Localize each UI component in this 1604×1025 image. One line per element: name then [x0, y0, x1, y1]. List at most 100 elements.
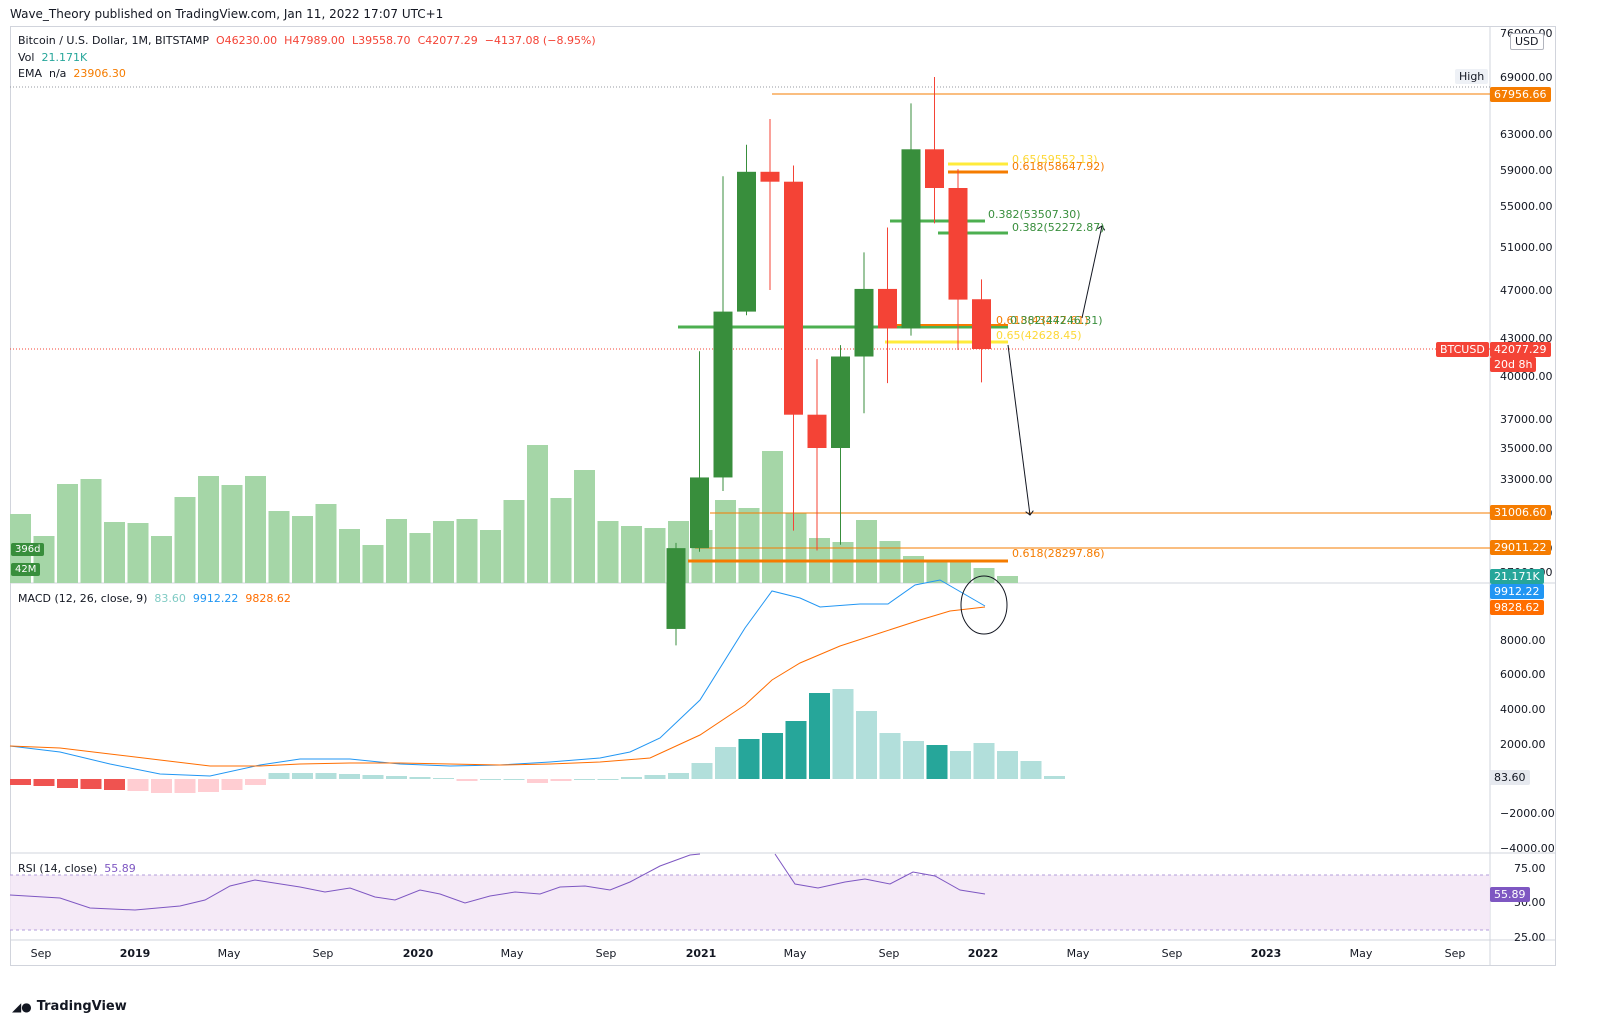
price-axis-label: 33000.00: [1500, 473, 1553, 486]
macd-histogram-bar: [245, 779, 266, 785]
macd-histogram-bar: [10, 779, 31, 785]
legend-vol-value: 21.171K: [41, 51, 88, 64]
macd-histogram-bar: [597, 779, 619, 780]
legend-macd-line: 9912.22: [192, 592, 239, 605]
macd-histogram-bar: [104, 779, 125, 790]
countdown-tag: 20d 8h: [1490, 357, 1537, 372]
legend-close: C42077.29: [417, 34, 478, 47]
price-axis-label: 55000.00: [1500, 200, 1553, 213]
price-axis-label: 35000.00: [1500, 442, 1553, 455]
macd-histogram-bar: [339, 774, 360, 779]
rsi-axis-label: 75.00: [1514, 862, 1546, 875]
legend-high: H47989.00: [284, 34, 345, 47]
volume-bar: [268, 511, 290, 583]
macd-histogram-bar: [691, 763, 713, 779]
volume-bar: [856, 520, 877, 583]
macd-histogram-bar: [362, 775, 384, 779]
volume-bar: [221, 485, 243, 583]
candle-body: [690, 477, 709, 549]
legend-macd-label: MACD (12, 26, close, 9): [18, 592, 148, 605]
time-axis-label: May: [1350, 947, 1373, 960]
macd-histogram-bar: [1020, 761, 1042, 779]
macd-histogram-bar: [57, 779, 78, 788]
legend-rsi-value: 55.89: [104, 862, 136, 875]
rsi-axis-label: 25.00: [1514, 931, 1546, 944]
tradingview-logo[interactable]: ◢● TradingView: [12, 999, 127, 1014]
macd-histogram-bar: [127, 779, 149, 791]
volume-bar: [292, 516, 313, 583]
macd-histogram-bar: [621, 777, 642, 779]
macd-histogram-bar: [879, 733, 901, 779]
volume-bar: [926, 560, 948, 583]
volume-bar: [456, 519, 478, 583]
time-axis-label: Sep: [1445, 947, 1466, 960]
volume-bar: [198, 476, 219, 583]
vol-overlay-days: 396d: [11, 543, 45, 556]
price-axis-label: 63000.00: [1500, 128, 1553, 141]
volume-bar: [80, 479, 102, 583]
candle-body: [925, 149, 944, 188]
macd-histogram-bar: [715, 747, 736, 779]
macd-histogram-bar: [33, 779, 55, 786]
macd-histogram-bar: [668, 773, 689, 779]
macd-axis-label: 8000.00: [1500, 634, 1546, 647]
time-axis-label: May: [501, 947, 524, 960]
annotation-circle: [960, 575, 1008, 635]
chart-frame[interactable]: [10, 26, 1556, 966]
macd-axis-label: 6000.00: [1500, 668, 1546, 681]
macd-histogram-bar: [151, 779, 172, 793]
time-axis-label: Sep: [313, 947, 334, 960]
legend-macd-hist: 83.60: [154, 592, 186, 605]
volume-bar: [644, 528, 666, 583]
price-axis-label: 59000.00: [1500, 164, 1553, 177]
fib-label-3: 0.382(53507.30): [988, 208, 1081, 221]
candle-body: [784, 181, 803, 415]
macd-histogram-bar: [903, 741, 924, 779]
legend-main: Bitcoin / U.S. Dollar, 1M, BITSTAMP O462…: [18, 34, 596, 47]
candle-body: [901, 149, 921, 329]
time-axis-label: 2020: [403, 947, 434, 960]
macd-histogram-bar: [268, 773, 290, 779]
level3-tag: 29011.22: [1490, 540, 1551, 555]
projection-arrow-down: [1007, 344, 1030, 515]
currency-tag[interactable]: USD: [1510, 33, 1544, 50]
candle-body: [972, 299, 991, 350]
macd-line: [9, 579, 986, 777]
legend-change: −4137.08 (−8.95%): [484, 34, 596, 47]
volume-bar: [127, 523, 149, 583]
time-axis-label: Sep: [879, 947, 900, 960]
tradingview-mark-icon: ◢●: [12, 999, 32, 1014]
candle-body: [666, 548, 686, 629]
macd-signal-line: [9, 606, 986, 767]
price-axis-label: 37000.00: [1500, 413, 1553, 426]
macd-histogram-bar: [409, 777, 431, 779]
macd-histogram-bar: [926, 745, 948, 779]
candle-body: [854, 288, 874, 357]
legend-ema-na: n/a: [48, 67, 67, 80]
fib-label-4: 0.382(52272.87): [1012, 221, 1105, 234]
time-axis-label: May: [218, 947, 241, 960]
legend-rsi-label: RSI (14, close): [18, 862, 98, 875]
volume-bar: [315, 504, 337, 583]
btc-label-tag: BTCUSD: [1436, 342, 1489, 357]
vol-tag: 21.171K: [1490, 569, 1544, 584]
volume-bar: [362, 545, 384, 583]
volume-bar: [621, 526, 642, 583]
time-axis-label: Sep: [1162, 947, 1183, 960]
macd-histogram-bar: [80, 779, 102, 789]
macd-histogram-bar: [527, 779, 548, 783]
legend-ema-value: 23906.30: [73, 67, 126, 80]
macd-histogram-bar: [856, 711, 877, 779]
legend-symbol: Bitcoin / U.S. Dollar, 1M, BITSTAMP: [18, 34, 210, 47]
macd-histogram-bar: [997, 751, 1018, 779]
fib-label-7: 0.65(42628.45): [996, 329, 1082, 342]
macd-histogram-bar: [292, 773, 313, 779]
time-axis-label: May: [1067, 947, 1090, 960]
volume-bar: [903, 556, 924, 583]
price-axis-label: 43000.00: [1500, 332, 1553, 345]
macd-histogram-bar: [386, 776, 407, 779]
publisher-line: Wave_Theory published on TradingView.com…: [10, 7, 444, 21]
volume-bar: [245, 476, 266, 583]
macd-histogram-bar: [785, 721, 807, 779]
